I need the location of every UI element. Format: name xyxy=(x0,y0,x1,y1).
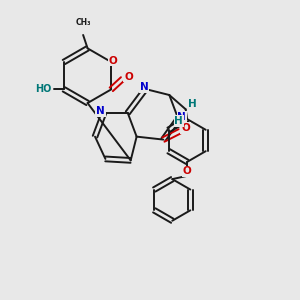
Text: H: H xyxy=(188,99,197,109)
Text: HO: HO xyxy=(35,84,52,94)
Text: O: O xyxy=(183,167,191,176)
Text: O: O xyxy=(108,56,117,65)
Text: N: N xyxy=(140,82,148,92)
Text: O: O xyxy=(181,123,190,133)
Text: N: N xyxy=(96,106,105,116)
Text: H: H xyxy=(175,116,183,126)
Text: N: N xyxy=(177,112,186,122)
Text: O: O xyxy=(124,72,133,82)
Text: CH₃: CH₃ xyxy=(75,18,91,27)
